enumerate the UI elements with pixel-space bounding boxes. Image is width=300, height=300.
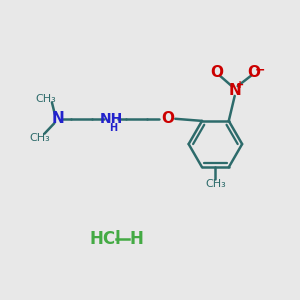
Text: H: H [109,123,117,133]
Text: N: N [228,83,241,98]
Text: CH₃: CH₃ [36,94,56,104]
Text: CH₃: CH₃ [205,178,226,189]
Text: N: N [52,111,64,126]
Text: −: − [255,63,265,76]
Text: NH: NH [100,112,123,126]
Text: H: H [130,230,144,248]
Text: O: O [248,65,260,80]
Text: O: O [161,111,174,126]
Text: +: + [236,80,244,90]
Text: O: O [210,65,224,80]
Text: CH₃: CH₃ [30,133,50,143]
Text: HCl: HCl [89,230,121,248]
